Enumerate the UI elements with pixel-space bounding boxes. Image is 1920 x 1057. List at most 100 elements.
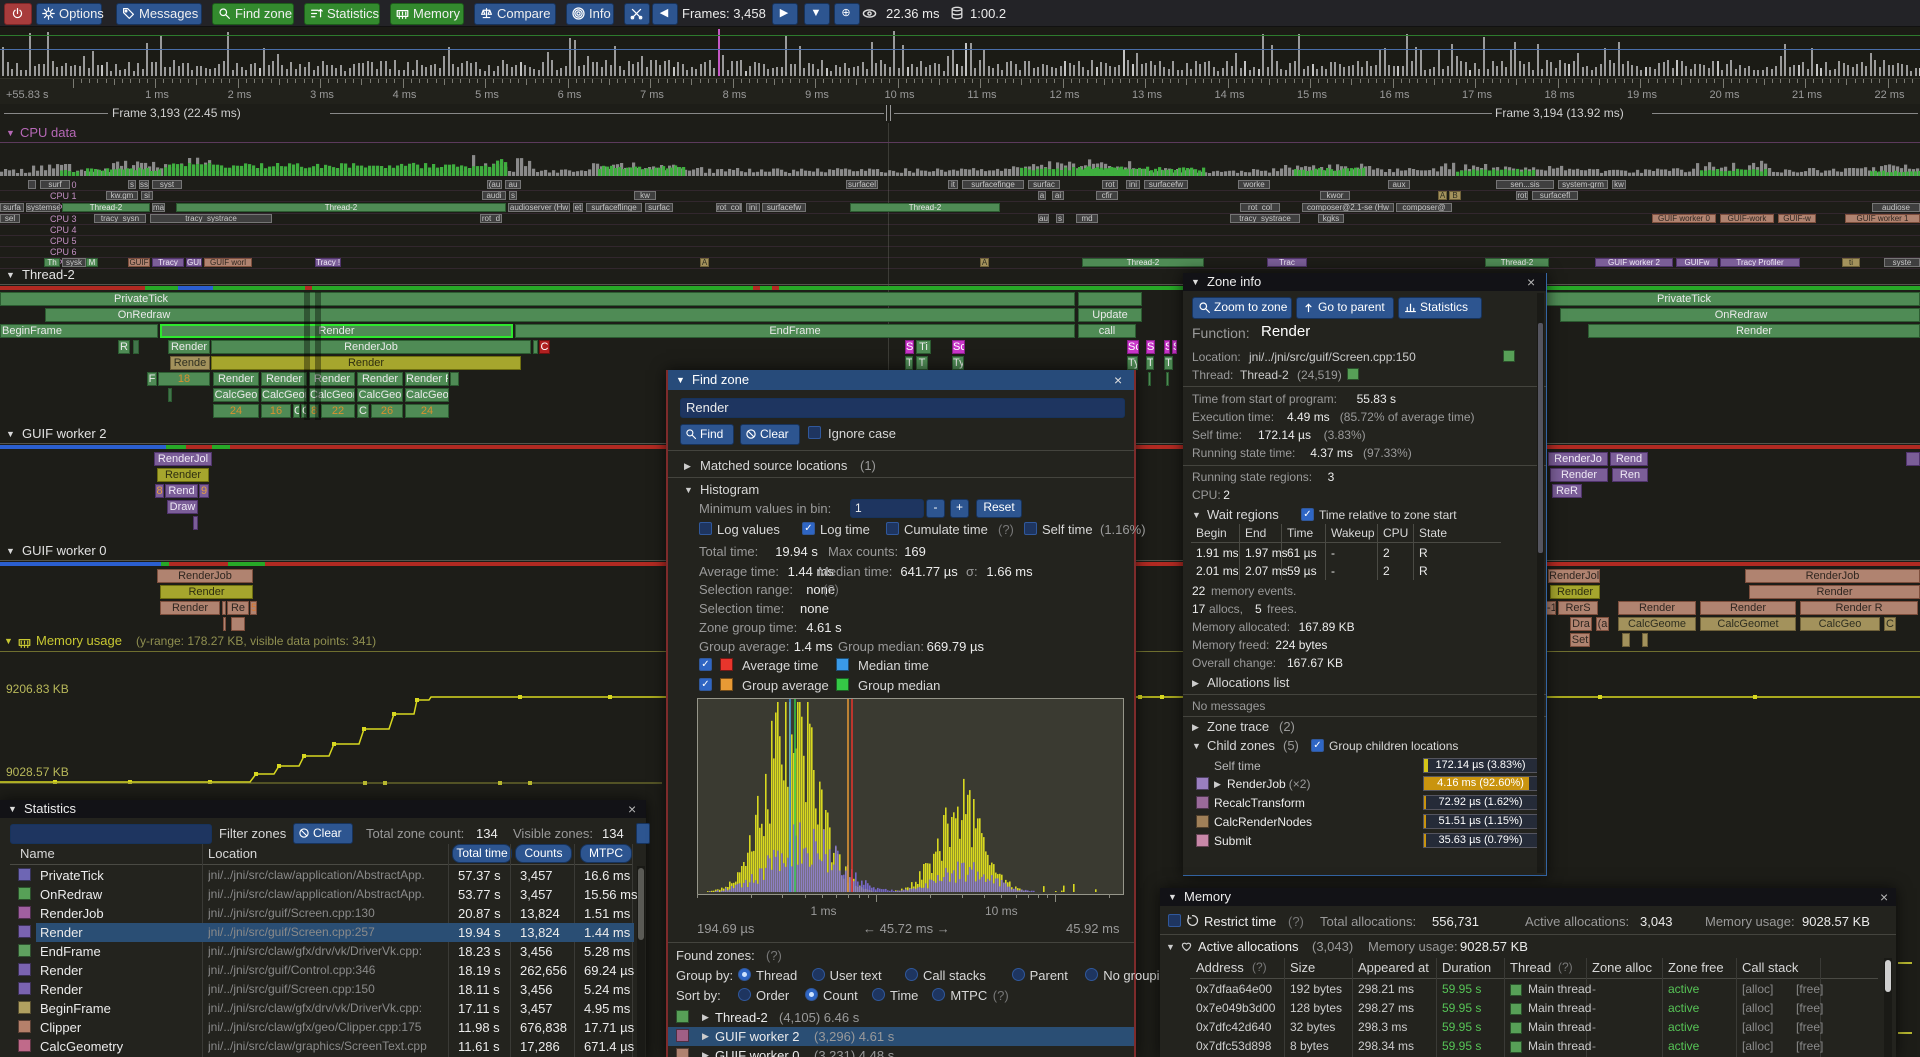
found-zone-group[interactable]: ▶ Thread-2 (4,105) 6.46 s [668,1010,1134,1029]
cpu-zone[interactable]: GUIF worker 1 [1845,214,1920,223]
alloc-callstack-alloc[interactable]: [alloc] [1742,1001,1774,1015]
cpu-zone[interactable]: (au [487,180,502,189]
zone-span[interactable] [168,388,172,402]
cpu-zone[interactable]: syste [1884,258,1920,267]
find-button[interactable]: Find [680,424,734,445]
cpu-zone[interactable] [28,180,36,189]
zone-s[interactable]: S [1164,340,1170,354]
thread-header-guif-worker-2[interactable]: GUIF worker 2 [22,426,107,441]
filter-input[interactable] [10,824,212,844]
cpu-zone[interactable]: kgks [1318,214,1344,223]
thread-header-thread-2[interactable]: Thread-2 [22,267,75,282]
group-radio-no-grouping[interactable] [1085,968,1099,981]
cpu-zone[interactable]: Th [44,258,60,267]
toolbar-button-memory[interactable]: Memory [390,3,464,25]
self-time-checkbox[interactable] [1024,522,1037,535]
cpu-zone[interactable]: kw [634,191,656,200]
zone-5[interactable]: 5 [250,601,257,615]
cpu-zone[interactable]: GUIF-work [1720,214,1774,223]
column-header-location[interactable]: Location [208,846,258,861]
search-input[interactable]: Render [680,398,1125,418]
mem-col-thread[interactable]: Thread [1510,960,1552,975]
zone-c[interactable]: C [539,340,550,354]
cpu-zone[interactable]: composer@ [1396,203,1452,212]
cpu-zone[interactable]: surfacefw [762,203,806,212]
nav-down-button[interactable]: ▼ [804,3,830,25]
zone-calcgeo[interactable]: CalcGeo [405,388,449,402]
zone-render[interactable]: Render [1700,601,1796,615]
cpu-zone[interactable]: au [1038,214,1049,223]
zone-trace[interactable]: Zone trace [1207,719,1270,734]
cpu-zone[interactable]: audi [482,191,506,200]
zone-render[interactable]: Render [157,468,209,482]
min-values-input[interactable]: 1 [850,499,924,518]
cpu-zone[interactable]: A [700,258,709,267]
cpu-zone[interactable]: si [141,191,153,200]
found-zone-group[interactable]: ▶ GUIF worker 0 (3,231) 4.48 s [668,1048,1134,1057]
cpu-zone[interactable]: systemse [26,203,60,212]
cpu-zone[interactable]: rot [1516,191,1528,200]
cpu-zone[interactable]: surfacefinge [962,180,1024,189]
go-to-parent-button[interactable]: Go to parent [1296,297,1394,319]
close-icon[interactable]: × [628,801,637,817]
zone-rers[interactable]: RerS [1558,601,1598,615]
cpu-zone[interactable]: rot_col [716,203,742,212]
sort-radio-count[interactable] [805,988,818,1001]
zone-ty[interactable]: Ty [1127,356,1138,370]
alloc-callstack-free[interactable]: [free] [1796,1001,1824,1015]
zone-render[interactable]: Render [211,356,521,370]
zone-span[interactable] [450,372,459,386]
column-header-name[interactable]: Name [20,846,55,861]
cumulate-time-checkbox[interactable] [886,522,899,535]
memory-usage-header[interactable]: Memory usage [36,633,122,648]
toolbar-button-compare[interactable]: Compare [474,3,556,25]
zone-sc[interactable]: Sc [1127,340,1139,354]
cpu-data-header[interactable]: CPU data [20,125,77,140]
cpu-zone[interactable]: surfa [0,203,24,212]
toolbar-button-messages[interactable]: Messages [116,3,202,25]
zone-render[interactable]: Render [261,372,307,386]
cpu-zone[interactable]: Thread-2 [62,203,150,212]
found-zone-group[interactable]: ▶ GUIF worker 2 (3,296) 4.61 s [668,1029,1134,1048]
group-children-checkbox[interactable]: ✓ [1311,739,1324,752]
reset-button[interactable]: Reset [976,499,1022,518]
zone-span[interactable] [231,617,245,631]
zone-16[interactable]: 16 [261,404,291,418]
zone-re[interactable]: Re [227,601,249,615]
alloc-callstack-free[interactable]: [free] [1796,1020,1824,1034]
cpu-zone[interactable]: audiose [1872,203,1920,212]
thread-header-guif-worker-0[interactable]: GUIF worker 0 [22,543,107,558]
column-header-counts[interactable]: Counts [515,844,572,863]
cpu-zone[interactable]: rot [1102,180,1118,189]
zone-ren[interactable]: Ren [1612,468,1648,482]
cpu-zone[interactable]: ss [139,180,149,189]
toolbar-button-find-zone[interactable]: Find zone [212,3,294,25]
cpu-zone[interactable]: surfacefw [1144,180,1188,189]
collapse-arrow[interactable]: ▶ [1214,779,1221,789]
zone-span[interactable] [222,601,226,615]
collapse-arrow[interactable]: ▼ [6,546,15,556]
scrollbar-track[interactable] [1884,958,1892,1057]
sort-radio-order[interactable] [738,988,751,1001]
zone-t[interactable]: T [1164,356,1173,370]
zone-onredraw[interactable]: OnRedraw [1560,308,1920,322]
cpu-zone[interactable]: GUIF [128,258,150,267]
zone-render[interactable]: Render [160,324,513,338]
zone--1[interactable]: -1 [1546,601,1556,615]
cpu-zone[interactable]: ai [1052,191,1064,200]
collapse-arrow[interactable]: ▼ [6,128,15,138]
group-radio-thread[interactable] [738,968,751,981]
zone-privatetick[interactable]: PrivateTick [1546,292,1920,306]
zone-rend[interactable]: Rend [165,484,198,498]
zone-8[interactable]: 8 [155,484,164,498]
zone-22[interactable]: 22 [321,404,355,418]
cpu-zone[interactable]: GUIF worl [204,258,252,267]
zone-render[interactable]: Render [160,601,220,615]
zone-sc[interactable]: Sc [952,340,965,354]
alloc-callstack-alloc[interactable]: [alloc] [1742,982,1774,996]
cpu-zone[interactable]: rot_d [480,214,502,223]
zone-render[interactable]: Render [309,372,355,386]
zone-t[interactable]: T [905,356,913,370]
zone-render[interactable]: Render [1588,324,1920,338]
restrict-time-checkbox[interactable] [1168,914,1181,927]
